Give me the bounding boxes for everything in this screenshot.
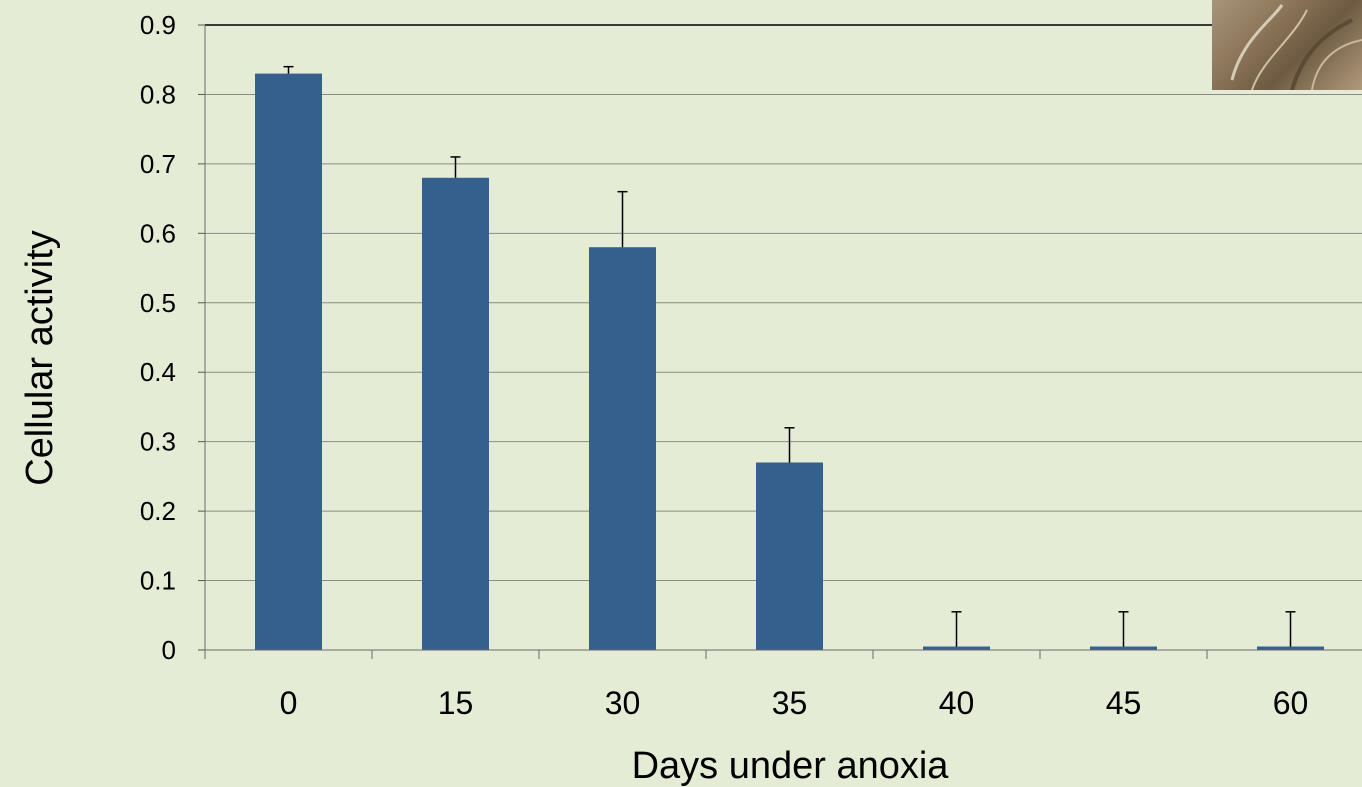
error-bars xyxy=(283,65,1296,647)
y-tick-label: 0.6 xyxy=(140,218,176,248)
x-axis-title: Days under anoxia xyxy=(632,745,950,787)
x-tick-label: 30 xyxy=(605,685,641,721)
plant-photo-icon xyxy=(1212,0,1362,90)
x-tick-label: 45 xyxy=(1106,685,1142,721)
y-tick-labels: 0 0.1 0.2 0.3 0.4 0.5 0.6 0.7 0.8 0.9 xyxy=(140,10,176,665)
y-tick-label: 0.8 xyxy=(140,79,176,109)
y-tick-label: 0 xyxy=(162,635,176,665)
bar xyxy=(756,462,823,650)
bar xyxy=(589,247,656,650)
bars xyxy=(255,73,1324,651)
bar xyxy=(422,177,489,650)
y-tick-label: 0.3 xyxy=(140,427,176,457)
x-tick-labels: 0 15 30 35 40 45 60 xyxy=(280,685,1309,721)
y-tick-label: 0.5 xyxy=(140,288,176,318)
bar xyxy=(255,73,322,651)
y-tick-label: 0.2 xyxy=(140,496,176,526)
y-tick-label: 0.4 xyxy=(140,357,176,387)
y-tick-label: 0.7 xyxy=(140,149,176,179)
x-tick-label: 60 xyxy=(1273,685,1309,721)
x-tick-label: 40 xyxy=(939,685,975,721)
y-tick-label: 0.1 xyxy=(140,566,176,596)
axes xyxy=(204,25,1362,659)
x-tick-label: 15 xyxy=(438,685,474,721)
x-tick-label: 0 xyxy=(280,685,298,721)
bar xyxy=(923,646,990,650)
y-tick-label: 0.9 xyxy=(140,10,176,40)
y-axis-title: Cellular activity xyxy=(19,230,61,486)
bar xyxy=(1257,646,1324,650)
x-tick-label: 35 xyxy=(772,685,808,721)
bar xyxy=(1090,646,1157,650)
